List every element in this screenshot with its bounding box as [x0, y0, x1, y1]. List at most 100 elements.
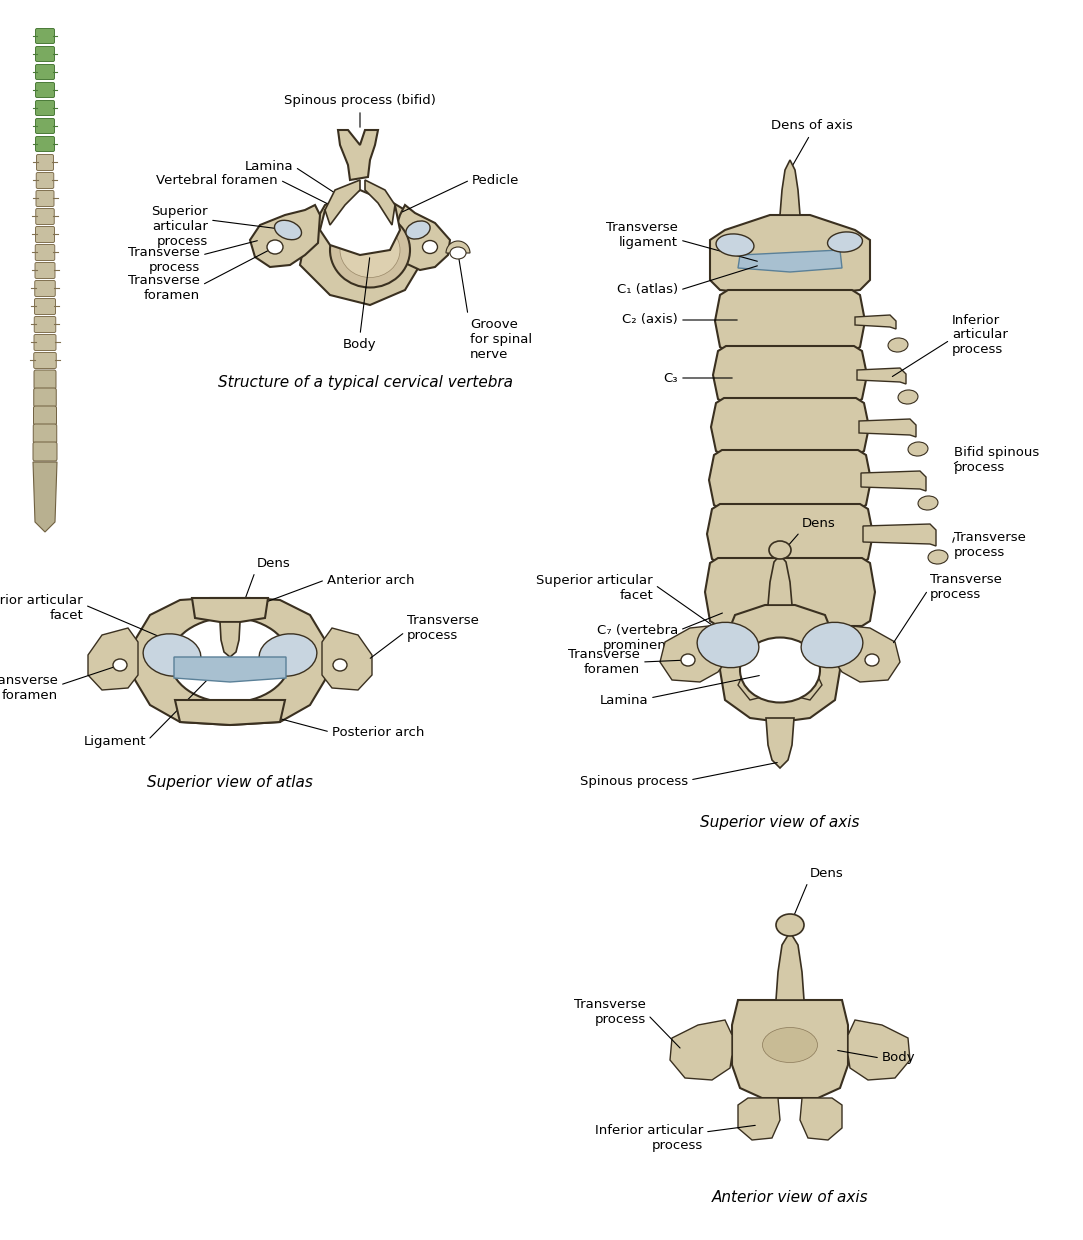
Text: Pedicle: Pedicle	[472, 174, 520, 186]
Text: Lamina: Lamina	[245, 160, 293, 174]
FancyBboxPatch shape	[35, 263, 55, 279]
Text: Spinous process (bifid): Spinous process (bifid)	[284, 94, 436, 107]
Ellipse shape	[769, 541, 791, 559]
Polygon shape	[670, 1021, 732, 1080]
Text: Superior
articular
process: Superior articular process	[152, 206, 208, 248]
Polygon shape	[780, 160, 800, 215]
Polygon shape	[738, 1097, 780, 1140]
Polygon shape	[365, 180, 395, 224]
Text: C₁ (atlas): C₁ (atlas)	[617, 284, 678, 296]
Polygon shape	[250, 205, 319, 267]
Text: Transverse
process: Transverse process	[574, 998, 645, 1025]
Polygon shape	[392, 205, 451, 270]
Ellipse shape	[259, 634, 317, 676]
Text: Anterior arch: Anterior arch	[327, 573, 415, 587]
FancyBboxPatch shape	[34, 370, 56, 389]
Text: C₇ (vertebra
prominens): C₇ (vertebra prominens)	[597, 624, 678, 652]
Ellipse shape	[681, 653, 695, 666]
Text: Transverse
foramen: Transverse foramen	[128, 274, 200, 303]
FancyBboxPatch shape	[36, 227, 54, 243]
Polygon shape	[768, 556, 792, 605]
Ellipse shape	[422, 241, 438, 253]
Polygon shape	[857, 368, 906, 384]
Polygon shape	[300, 195, 420, 305]
Text: Vertebral foramen: Vertebral foramen	[156, 174, 278, 186]
Ellipse shape	[330, 212, 410, 288]
Ellipse shape	[451, 247, 466, 259]
Polygon shape	[707, 503, 873, 564]
Text: Dens of axis: Dens of axis	[771, 119, 853, 131]
Polygon shape	[861, 471, 926, 491]
Ellipse shape	[865, 653, 879, 666]
Text: Structure of a typical cervical vertebra: Structure of a typical cervical vertebra	[218, 374, 512, 391]
FancyBboxPatch shape	[36, 83, 54, 98]
FancyBboxPatch shape	[35, 280, 55, 296]
Polygon shape	[738, 668, 775, 701]
FancyBboxPatch shape	[34, 352, 56, 368]
Ellipse shape	[898, 389, 918, 404]
Ellipse shape	[340, 222, 400, 278]
Polygon shape	[835, 625, 900, 682]
Polygon shape	[800, 1097, 841, 1140]
Polygon shape	[785, 668, 822, 701]
Ellipse shape	[888, 339, 908, 352]
Text: Transverse
process: Transverse process	[954, 531, 1026, 559]
Polygon shape	[88, 627, 138, 689]
Text: C₂ (axis): C₂ (axis)	[623, 314, 678, 326]
FancyBboxPatch shape	[35, 316, 55, 332]
Text: Superior view of axis: Superior view of axis	[701, 815, 860, 830]
Polygon shape	[732, 999, 848, 1097]
Polygon shape	[174, 657, 286, 682]
FancyBboxPatch shape	[34, 335, 56, 351]
Text: Inferior
articular
process: Inferior articular process	[952, 314, 1008, 357]
Polygon shape	[322, 627, 371, 689]
Ellipse shape	[406, 221, 430, 239]
Polygon shape	[325, 180, 360, 224]
Polygon shape	[766, 718, 794, 768]
Ellipse shape	[274, 221, 301, 239]
Text: Superior view of atlas: Superior view of atlas	[147, 775, 313, 790]
Text: Superior articular
facet: Superior articular facet	[536, 574, 653, 601]
FancyBboxPatch shape	[36, 191, 54, 207]
Text: C₃: C₃	[664, 372, 678, 384]
FancyBboxPatch shape	[32, 441, 57, 461]
Text: Transverse
process: Transverse process	[128, 246, 200, 274]
Text: Body: Body	[882, 1052, 915, 1064]
Polygon shape	[713, 346, 867, 404]
Polygon shape	[710, 215, 870, 295]
Polygon shape	[738, 250, 841, 272]
FancyBboxPatch shape	[36, 46, 54, 62]
Text: Transverse
ligament: Transverse ligament	[606, 221, 678, 249]
Ellipse shape	[762, 1028, 818, 1063]
Text: Dens: Dens	[803, 517, 836, 529]
Text: Bifid spinous
process: Bifid spinous process	[954, 446, 1040, 474]
FancyBboxPatch shape	[36, 64, 54, 79]
Text: Posterior arch: Posterior arch	[332, 725, 425, 739]
Polygon shape	[660, 625, 725, 682]
Ellipse shape	[716, 234, 754, 257]
Polygon shape	[854, 315, 896, 329]
Polygon shape	[777, 932, 804, 999]
Text: Transverse
process: Transverse process	[930, 573, 1002, 601]
FancyBboxPatch shape	[35, 299, 55, 315]
Ellipse shape	[740, 637, 820, 703]
Polygon shape	[32, 463, 57, 532]
Text: Transverse
foramen: Transverse foramen	[0, 675, 58, 702]
Ellipse shape	[332, 658, 347, 671]
Polygon shape	[720, 605, 840, 722]
Polygon shape	[709, 450, 871, 510]
Ellipse shape	[697, 622, 759, 667]
Text: Lamina: Lamina	[599, 693, 648, 707]
Ellipse shape	[170, 618, 290, 703]
FancyBboxPatch shape	[36, 100, 54, 115]
Polygon shape	[135, 598, 325, 725]
Ellipse shape	[801, 622, 863, 667]
Polygon shape	[705, 558, 875, 626]
Text: Body: Body	[343, 339, 377, 351]
Polygon shape	[848, 1021, 910, 1080]
FancyBboxPatch shape	[37, 155, 53, 170]
Text: Spinous process: Spinous process	[579, 775, 688, 789]
Polygon shape	[859, 419, 916, 436]
FancyBboxPatch shape	[36, 29, 54, 43]
Ellipse shape	[777, 914, 804, 936]
